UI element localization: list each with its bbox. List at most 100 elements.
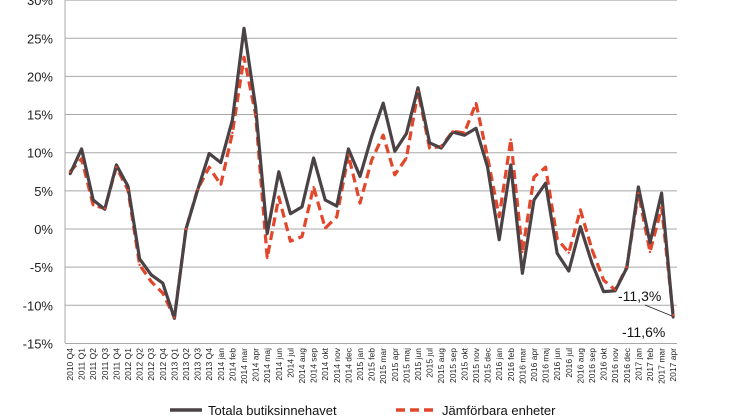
data-point — [648, 241, 652, 244]
data-point — [196, 188, 199, 191]
data-point — [672, 314, 675, 317]
series-lines — [68, 26, 675, 320]
data-point — [567, 251, 570, 254]
annotation-label-1: -11,3% — [618, 288, 661, 304]
data-point — [567, 269, 570, 273]
data-point — [648, 250, 652, 254]
data-point — [266, 256, 269, 260]
data-point — [474, 127, 478, 130]
data-point — [208, 152, 211, 155]
data-point — [382, 101, 385, 105]
x-tick-label: 2016 sep — [587, 348, 597, 383]
x-tick-label: 2010 Q4 — [65, 348, 75, 381]
x-tick-label: 2017 apr — [668, 348, 678, 382]
x-tick-label: 2014 maj — [262, 348, 272, 383]
y-tick-labels: -15% -10% -5% 0% 5% 10% 15% 20% 25% 30% — [23, 0, 54, 351]
data-point — [509, 138, 512, 141]
data-point — [370, 135, 373, 138]
x-tick-label: 2012 Q1 — [123, 348, 133, 381]
data-point — [463, 133, 466, 137]
legend-label-jamforbara: Jämförbara enheter — [442, 403, 556, 418]
data-point — [277, 170, 280, 173]
data-point — [300, 205, 304, 209]
y-tick-label: -5% — [30, 260, 54, 275]
legend: Totala butiksinnehavet Jämförbara enhete… — [170, 403, 556, 418]
x-tick-label: 2015 aug — [436, 348, 446, 384]
x-tick-label: 2015 feb — [367, 348, 377, 381]
data-point — [602, 290, 605, 293]
x-tick-label: 2014 sep — [309, 348, 319, 383]
y-tick-label: 25% — [27, 31, 53, 46]
data-point — [242, 56, 246, 59]
data-point — [486, 156, 489, 159]
data-point — [486, 165, 489, 169]
data-point — [115, 163, 118, 167]
x-tick-label: 2016 jan — [494, 348, 504, 381]
data-point — [312, 185, 315, 189]
x-tick-label: 2011 Q4 — [111, 348, 121, 380]
data-point — [521, 272, 524, 275]
series-line-totala-butiksinnehavet — [68, 26, 675, 320]
data-point — [579, 208, 582, 212]
data-point — [138, 257, 141, 260]
data-point — [579, 225, 582, 228]
data-point — [358, 201, 362, 205]
x-tick-label: 2017 feb — [645, 348, 655, 381]
x-tick-label: 2016 jul — [564, 348, 574, 378]
x-tick-label: 2017 jan — [633, 348, 643, 381]
data-point — [347, 153, 350, 157]
series-line-jamforbara-enheter — [68, 55, 675, 320]
data-point — [614, 288, 617, 292]
data-point — [474, 101, 478, 105]
x-tick-label: 2014 feb — [227, 348, 237, 381]
data-point — [184, 227, 188, 231]
data-point — [150, 273, 153, 276]
x-tick-label: 2017 mar — [657, 348, 667, 384]
y-tick-label: 15% — [27, 108, 53, 123]
data-point — [242, 27, 246, 30]
x-tick-label: 2014 aug — [297, 348, 307, 384]
y-tick-label: 0% — [34, 222, 53, 237]
data-point — [266, 232, 269, 235]
legend-label-totala: Totala butiksinnehavet — [208, 403, 337, 418]
data-point — [231, 131, 234, 135]
data-point — [161, 281, 164, 285]
data-point — [254, 105, 257, 109]
x-tick-label: 2016 mar — [517, 348, 527, 384]
data-point — [556, 252, 559, 255]
data-point — [289, 212, 292, 215]
data-point — [219, 161, 222, 164]
data-point — [92, 204, 95, 207]
x-tick-label: 2015 nov — [471, 347, 481, 383]
annotation-leader-line — [644, 304, 673, 317]
data-point — [416, 86, 420, 90]
data-point — [335, 215, 338, 218]
data-point — [126, 188, 130, 192]
data-point — [590, 248, 594, 251]
y-tick-label: -15% — [23, 336, 54, 351]
x-tick-label: 2012 Q2 — [135, 348, 145, 381]
data-point — [590, 262, 594, 265]
data-point — [347, 147, 350, 151]
data-point — [532, 198, 536, 202]
data-point — [208, 165, 211, 169]
x-tick-label: 2011 Q2 — [88, 348, 98, 380]
x-tick-label: 2015 sep — [448, 348, 458, 383]
data-point — [150, 280, 153, 283]
data-point — [219, 183, 222, 186]
data-point — [92, 198, 95, 202]
data-point — [405, 132, 408, 135]
data-point — [416, 90, 420, 93]
y-tick-label: 30% — [27, 0, 53, 8]
x-tick-label: 2013 Q2 — [181, 348, 191, 381]
x-tick-label: 2016 okt — [599, 347, 609, 380]
gridlines — [65, 0, 677, 344]
x-tick-label: 2013 Q1 — [169, 348, 179, 381]
x-tick-label: 2011 Q1 — [77, 348, 87, 380]
data-point — [556, 237, 559, 241]
x-tick-label: 2014 okt — [320, 347, 330, 380]
x-tick-labels: 2010 Q4 2011 Q1 2011 Q2 2011 Q3 2011 Q4 2012 … — [65, 347, 678, 384]
x-tick-label: 2012 Q3 — [146, 348, 156, 381]
data-point — [544, 182, 547, 185]
